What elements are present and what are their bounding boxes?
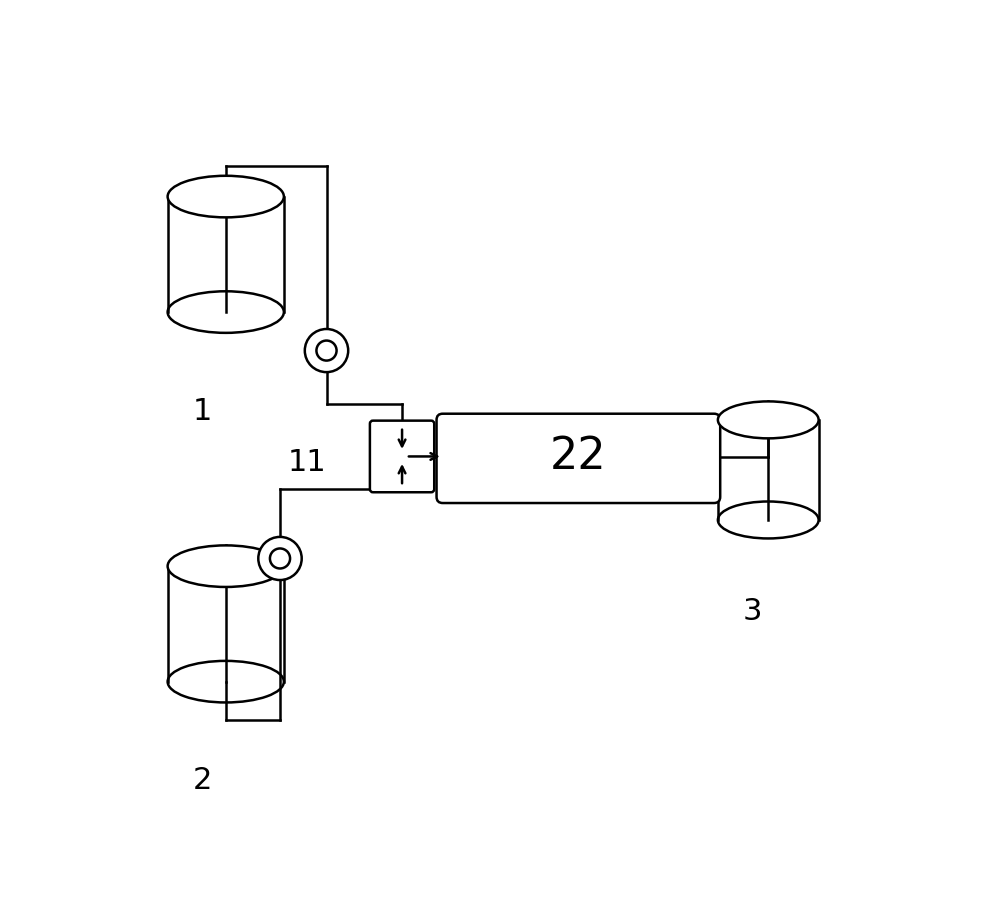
Text: 2: 2 [193,767,212,795]
Text: 22: 22 [550,436,607,478]
Circle shape [258,537,302,580]
Text: 11: 11 [288,447,326,477]
Text: 3: 3 [743,597,763,626]
Ellipse shape [718,402,819,438]
Circle shape [305,329,348,373]
Text: 1: 1 [193,397,212,425]
Ellipse shape [168,545,284,587]
FancyBboxPatch shape [370,421,434,492]
Ellipse shape [168,176,284,217]
FancyBboxPatch shape [437,414,720,503]
